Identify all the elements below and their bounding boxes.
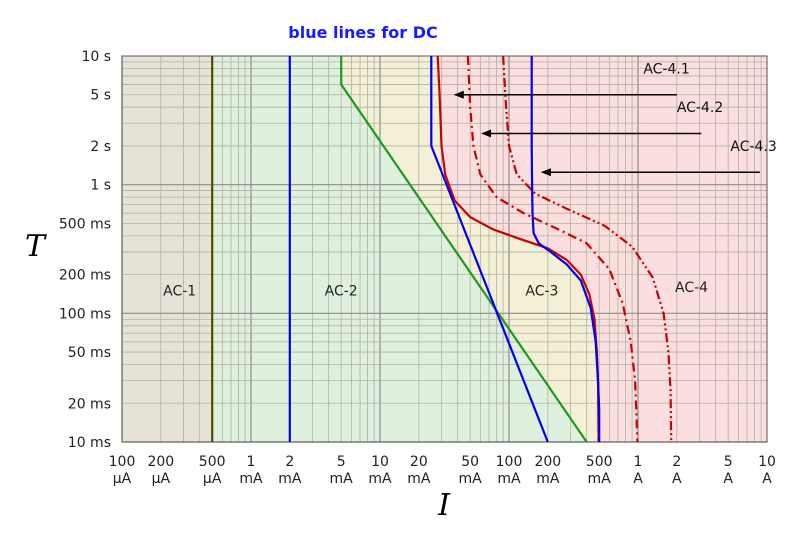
y-tick-label: 50 ms <box>68 345 111 361</box>
x-tick-label: 5 mA <box>330 454 354 487</box>
annotation-label: AC-4.3 <box>730 139 776 155</box>
x-tick-label: 1 mA <box>239 454 263 487</box>
y-tick-label: 10 ms <box>68 435 111 451</box>
chart-title: blue lines for DC <box>288 23 438 42</box>
y-tick-label: 100 ms <box>59 306 111 322</box>
y-tick-label: 200 ms <box>59 268 111 284</box>
zone-ac-2-fill <box>212 56 587 442</box>
annotation-label: AC-4.1 <box>643 61 689 77</box>
x-tick-label: 200 µA <box>147 454 174 487</box>
annotation-label: AC-4.2 <box>677 100 723 116</box>
x-tick-label: 500 mA <box>586 454 613 487</box>
y-tick-label: 10 s <box>81 49 111 65</box>
x-tick-label: 100 µA <box>109 454 136 487</box>
y-tick-label: 500 ms <box>59 216 111 232</box>
zone-label: AC-2 <box>325 284 358 300</box>
x-tick-label: 20 mA <box>407 454 431 487</box>
x-tick-label: 500 µA <box>199 454 226 487</box>
x-tick-label: 200 mA <box>534 454 561 487</box>
y-axis-label: T <box>25 229 47 264</box>
x-tick-label: 2 mA <box>278 454 302 487</box>
series-dc-boundary-b-line <box>430 56 549 443</box>
y-tick-label: 1 s <box>90 178 111 194</box>
y-tick-label: 5 s <box>90 88 111 104</box>
zone-ac-1-fill <box>122 56 213 442</box>
series-ac-boundary-c2-line <box>466 55 639 443</box>
series-dc-boundary-c-line <box>530 56 601 442</box>
series-ac-boundary-b-line <box>340 56 588 443</box>
x-tick-label: 50 mA <box>459 454 483 487</box>
zone-label: AC-3 <box>525 284 558 300</box>
zone-label: AC-1 <box>163 284 196 300</box>
x-tick-label: 10 mA <box>368 454 392 487</box>
x-tick-label: 10 A <box>758 454 776 487</box>
x-tick-label: 100 mA <box>496 454 523 487</box>
zone-ac-4-fill <box>437 56 767 442</box>
zone-label: AC-4 <box>675 280 708 296</box>
plot-frame <box>121 55 768 443</box>
x-axis-label: I <box>437 488 451 523</box>
y-tick-label: 2 s <box>90 139 111 155</box>
y-tick-label: 20 ms <box>68 396 111 412</box>
series-ac-boundary-c3-line <box>502 55 673 443</box>
